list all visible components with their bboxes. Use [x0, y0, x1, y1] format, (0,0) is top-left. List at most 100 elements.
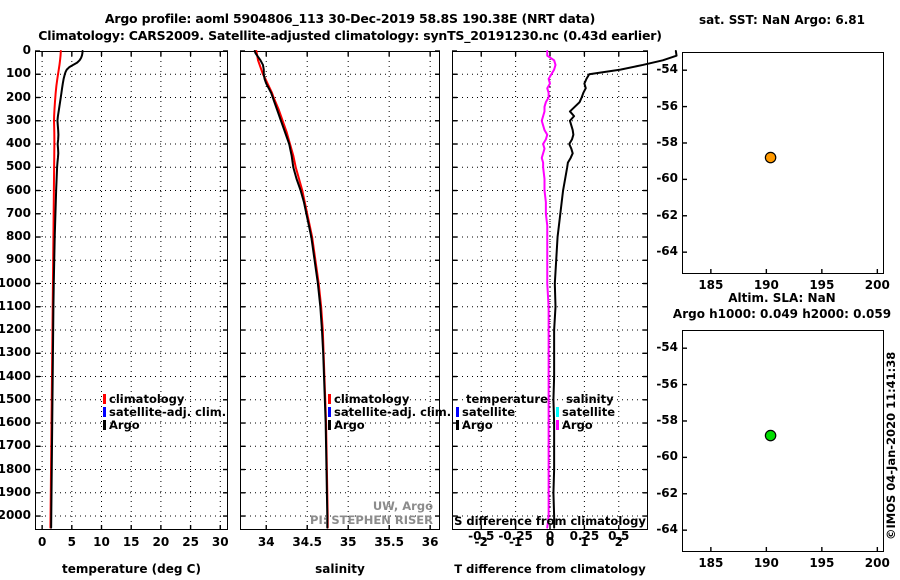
legend-label-temperature-satellite: satellite [462, 405, 516, 419]
axis-tick-label: 1700 [0, 438, 31, 453]
panel-sla [682, 330, 884, 552]
legend-item-salinity-argo-diff: Argo [556, 419, 615, 432]
axis-tick-label: 185 [698, 278, 724, 292]
axis-tick-label: 36 [421, 535, 439, 549]
axis-tick-label: 1800 [0, 461, 31, 476]
axis-tick-label: 200 [864, 278, 890, 292]
legend-label-satellite-adj: satellite-adj. clim. [109, 405, 227, 419]
legend-label-temperature-argo: Argo [462, 418, 493, 432]
legend-label-salinity-satellite-adj: satellite-adj. clim. [334, 405, 452, 419]
axis-tick-label: 0 [545, 535, 555, 549]
axis-tick-label: 900 [5, 252, 31, 267]
legend-difference-temperature: temperature satellite Argo [456, 393, 548, 432]
axis-tick-label: -60 [656, 449, 678, 464]
axis-tick-label: 2 [614, 535, 623, 549]
axis-tick-label: 0 [37, 535, 47, 549]
axis-tick-label: 100 [5, 66, 31, 81]
panel-difference-xlabel-top: S difference from climatology [454, 514, 646, 528]
axis-tick-label: -64 [656, 244, 678, 259]
axis-tick-label: 300 [5, 112, 31, 127]
legend-item-salinity-argo: Argo [328, 419, 451, 432]
axis-tick-label: 800 [5, 229, 31, 244]
axis-tick-label: 5 [67, 535, 76, 549]
panel-sla-frame [682, 330, 884, 552]
legend-difference-salinity: salinity satellite Argo [556, 393, 615, 432]
panel-sla-plot [682, 347, 879, 552]
legend-swatch-temperature-satellite [456, 407, 459, 417]
axis-tick-label: 600 [5, 182, 31, 197]
panel-salinity-plot [240, 50, 440, 530]
axis-tick-label: -64 [656, 522, 678, 537]
legend-label-salinity-climatology: climatology [334, 392, 410, 406]
legend-swatch-salinity-argo [328, 420, 331, 430]
legend-item-argo: Argo [103, 419, 226, 432]
axis-tick-label: -0.25 [498, 529, 533, 543]
legend-temperature-panel: climatology satellite-adj. clim. Argo [103, 393, 226, 432]
legend-swatch-salinity-satellite [556, 407, 559, 417]
axis-tick-label: 1400 [0, 368, 31, 383]
axis-tick-label: 35.5 [374, 535, 404, 549]
legend-label-climatology: climatology [109, 392, 185, 406]
panel-sst [682, 52, 884, 274]
panel-sst-frame [682, 52, 884, 274]
legend-swatch-salinity-argo-diff [556, 420, 559, 430]
axis-tick-label: 400 [5, 136, 31, 150]
axis-tick-label: 0 [22, 43, 31, 57]
axis-tick-label: 200 [5, 89, 31, 104]
axis-tick-label: -1 [508, 535, 523, 549]
axis-tick-label: 1 [580, 535, 589, 549]
axis-tick-label: 0.25 [569, 529, 600, 543]
legend-header-salinity: salinity [566, 392, 614, 406]
axis-tick-label: 1100 [0, 298, 31, 313]
copyright-label: ©IMOS 04-Jan-2020 11:41:38 [884, 351, 898, 540]
axis-tick-label: -62 [656, 207, 678, 222]
axis-tick-label: 0.5 [608, 529, 630, 543]
panel-sla-title-line1: Altim. SLA: NaN [728, 291, 836, 305]
panel-difference [452, 50, 678, 530]
legend-item-temperature-satellite: satellite [456, 406, 548, 419]
axis-tick-label: 1500 [0, 391, 31, 406]
page-title-line2: Climatology: CARS2009. Satellite-adjuste… [38, 28, 662, 43]
axis-tick-label: 195 [809, 556, 835, 570]
legend-swatch-temperature-argo [456, 420, 459, 430]
axis-tick-label: -54 [656, 62, 678, 77]
panel-salinity-xlabel: salinity [315, 562, 365, 576]
axis-tick-label: 20 [152, 535, 170, 549]
axis-tick-label: -60 [656, 171, 678, 186]
legend-item-salinity-climatology: climatology [328, 393, 451, 406]
axis-tick-label: 34.5 [292, 535, 322, 549]
legend-label-salinity-argo-diff: Argo [562, 418, 593, 432]
axis-tick-label: 30 [211, 535, 229, 549]
page-title-line1: Argo profile: aoml 5904806_113 30-Dec-20… [104, 11, 596, 26]
axis-tick-label: -56 [656, 376, 678, 391]
axis-tick-label: 1000 [0, 275, 31, 290]
axis-tick-label: -0.5 [468, 529, 495, 543]
legend-item-climatology: climatology [103, 393, 226, 406]
axis-tick-label: -58 [656, 134, 678, 149]
legend-item-satellite-adj: satellite-adj. clim. [103, 406, 226, 419]
legend-header-temperature: temperature [466, 392, 548, 406]
axis-tick-label: 190 [753, 278, 779, 292]
axis-tick-label: 35 [339, 535, 357, 549]
axis-tick-label: 1200 [0, 322, 31, 337]
axis-tick-label: 1900 [0, 484, 31, 499]
legend-item-salinity-satellite-adj: satellite-adj. clim. [328, 406, 451, 419]
legend-label-salinity-satellite: satellite [562, 405, 616, 419]
panel-difference-plot [452, 50, 678, 530]
legend-swatch-salinity-satellite-adj [328, 407, 331, 417]
axis-tick-label: -58 [656, 412, 678, 427]
panel-salinity-frame [240, 51, 440, 530]
panel-temperature-xlabel: temperature (deg C) [62, 562, 201, 576]
axis-tick-label: 2000 [0, 508, 31, 523]
legend-label-salinity-argo: Argo [334, 418, 365, 432]
panel-sla-title-line2: Argo h1000: 0.049 h2000: 0.059 [672, 307, 892, 321]
legend-swatch-satellite-adj [103, 407, 106, 417]
legend-salinity-panel: climatology satellite-adj. clim. Argo [328, 393, 451, 432]
axis-tick-label: 195 [809, 278, 835, 292]
legend-item-salinity-satellite: satellite [556, 406, 615, 419]
panel-temperature [35, 50, 228, 530]
axis-tick-label: 190 [753, 556, 779, 570]
axis-tick-label: 500 [5, 159, 31, 174]
panel-salinity [240, 50, 440, 530]
axis-tick-label: -56 [656, 98, 678, 113]
